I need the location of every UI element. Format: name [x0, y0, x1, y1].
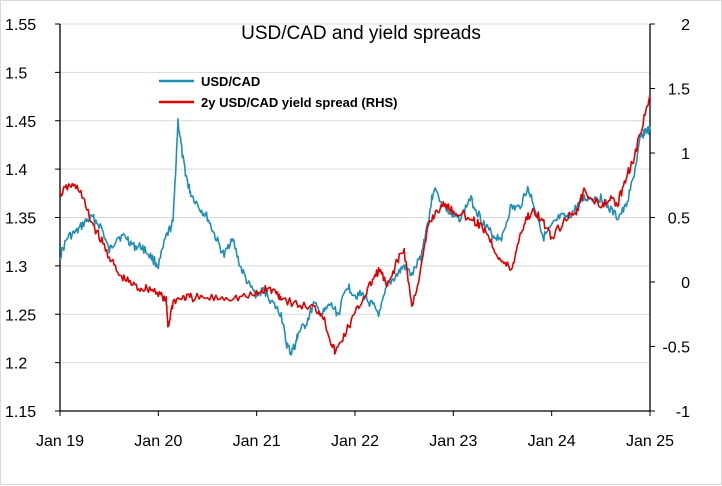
- y-right-tick-label: 0.5: [668, 211, 690, 228]
- x-tick-label: Jan 21: [233, 433, 281, 450]
- series-usdcad-line: [59, 118, 651, 356]
- legend-label: USD/CAD: [201, 74, 260, 89]
- x-tick-label: Jan 24: [528, 433, 576, 450]
- y-right-tick-label: 0: [681, 275, 690, 292]
- y-right-tick-label: 1.5: [668, 82, 690, 99]
- series-layer: [59, 94, 651, 356]
- y-left-tick-label: 1.5: [5, 65, 27, 82]
- y-right-tick-label: -1: [676, 404, 690, 421]
- y-right-tick-label: 1: [681, 146, 690, 163]
- y-left-tick-label: 1.2: [5, 356, 27, 373]
- x-tick-label: Jan 22: [331, 433, 379, 450]
- y-right-tick-label: -0.5: [662, 340, 690, 357]
- legend-label: 2y USD/CAD yield spread (RHS): [201, 95, 398, 110]
- chart-title: USD/CAD and yield spreads: [241, 23, 481, 44]
- y-left-tick-label: 1.45: [5, 114, 36, 131]
- x-tick-label: Jan 20: [134, 433, 182, 450]
- y-left-tick-label: 1.55: [5, 17, 36, 34]
- x-tick-label: Jan 19: [36, 433, 84, 450]
- y-left-tick-label: 1.3: [5, 259, 27, 276]
- y-right-tick-label: 2: [681, 17, 690, 34]
- y-left-tick-label: 1.4: [5, 162, 27, 179]
- y-left-tick-label: 1.15: [5, 404, 36, 421]
- x-tick-label: Jan 25: [626, 433, 674, 450]
- x-tick-label: Jan 23: [429, 433, 477, 450]
- series-spread-line: [59, 94, 651, 355]
- legend: USD/CAD 2y USD/CAD yield spread (RHS): [159, 74, 398, 110]
- y-left-tick-label: 1.25: [5, 307, 36, 324]
- axis-layer: 1.15 1.2 1.25 1.3 1.35 1.4 1.45 1.5 1.55 -1 -0.5 0 0…: [5, 17, 690, 450]
- y-left-tick-label: 1.35: [5, 211, 36, 228]
